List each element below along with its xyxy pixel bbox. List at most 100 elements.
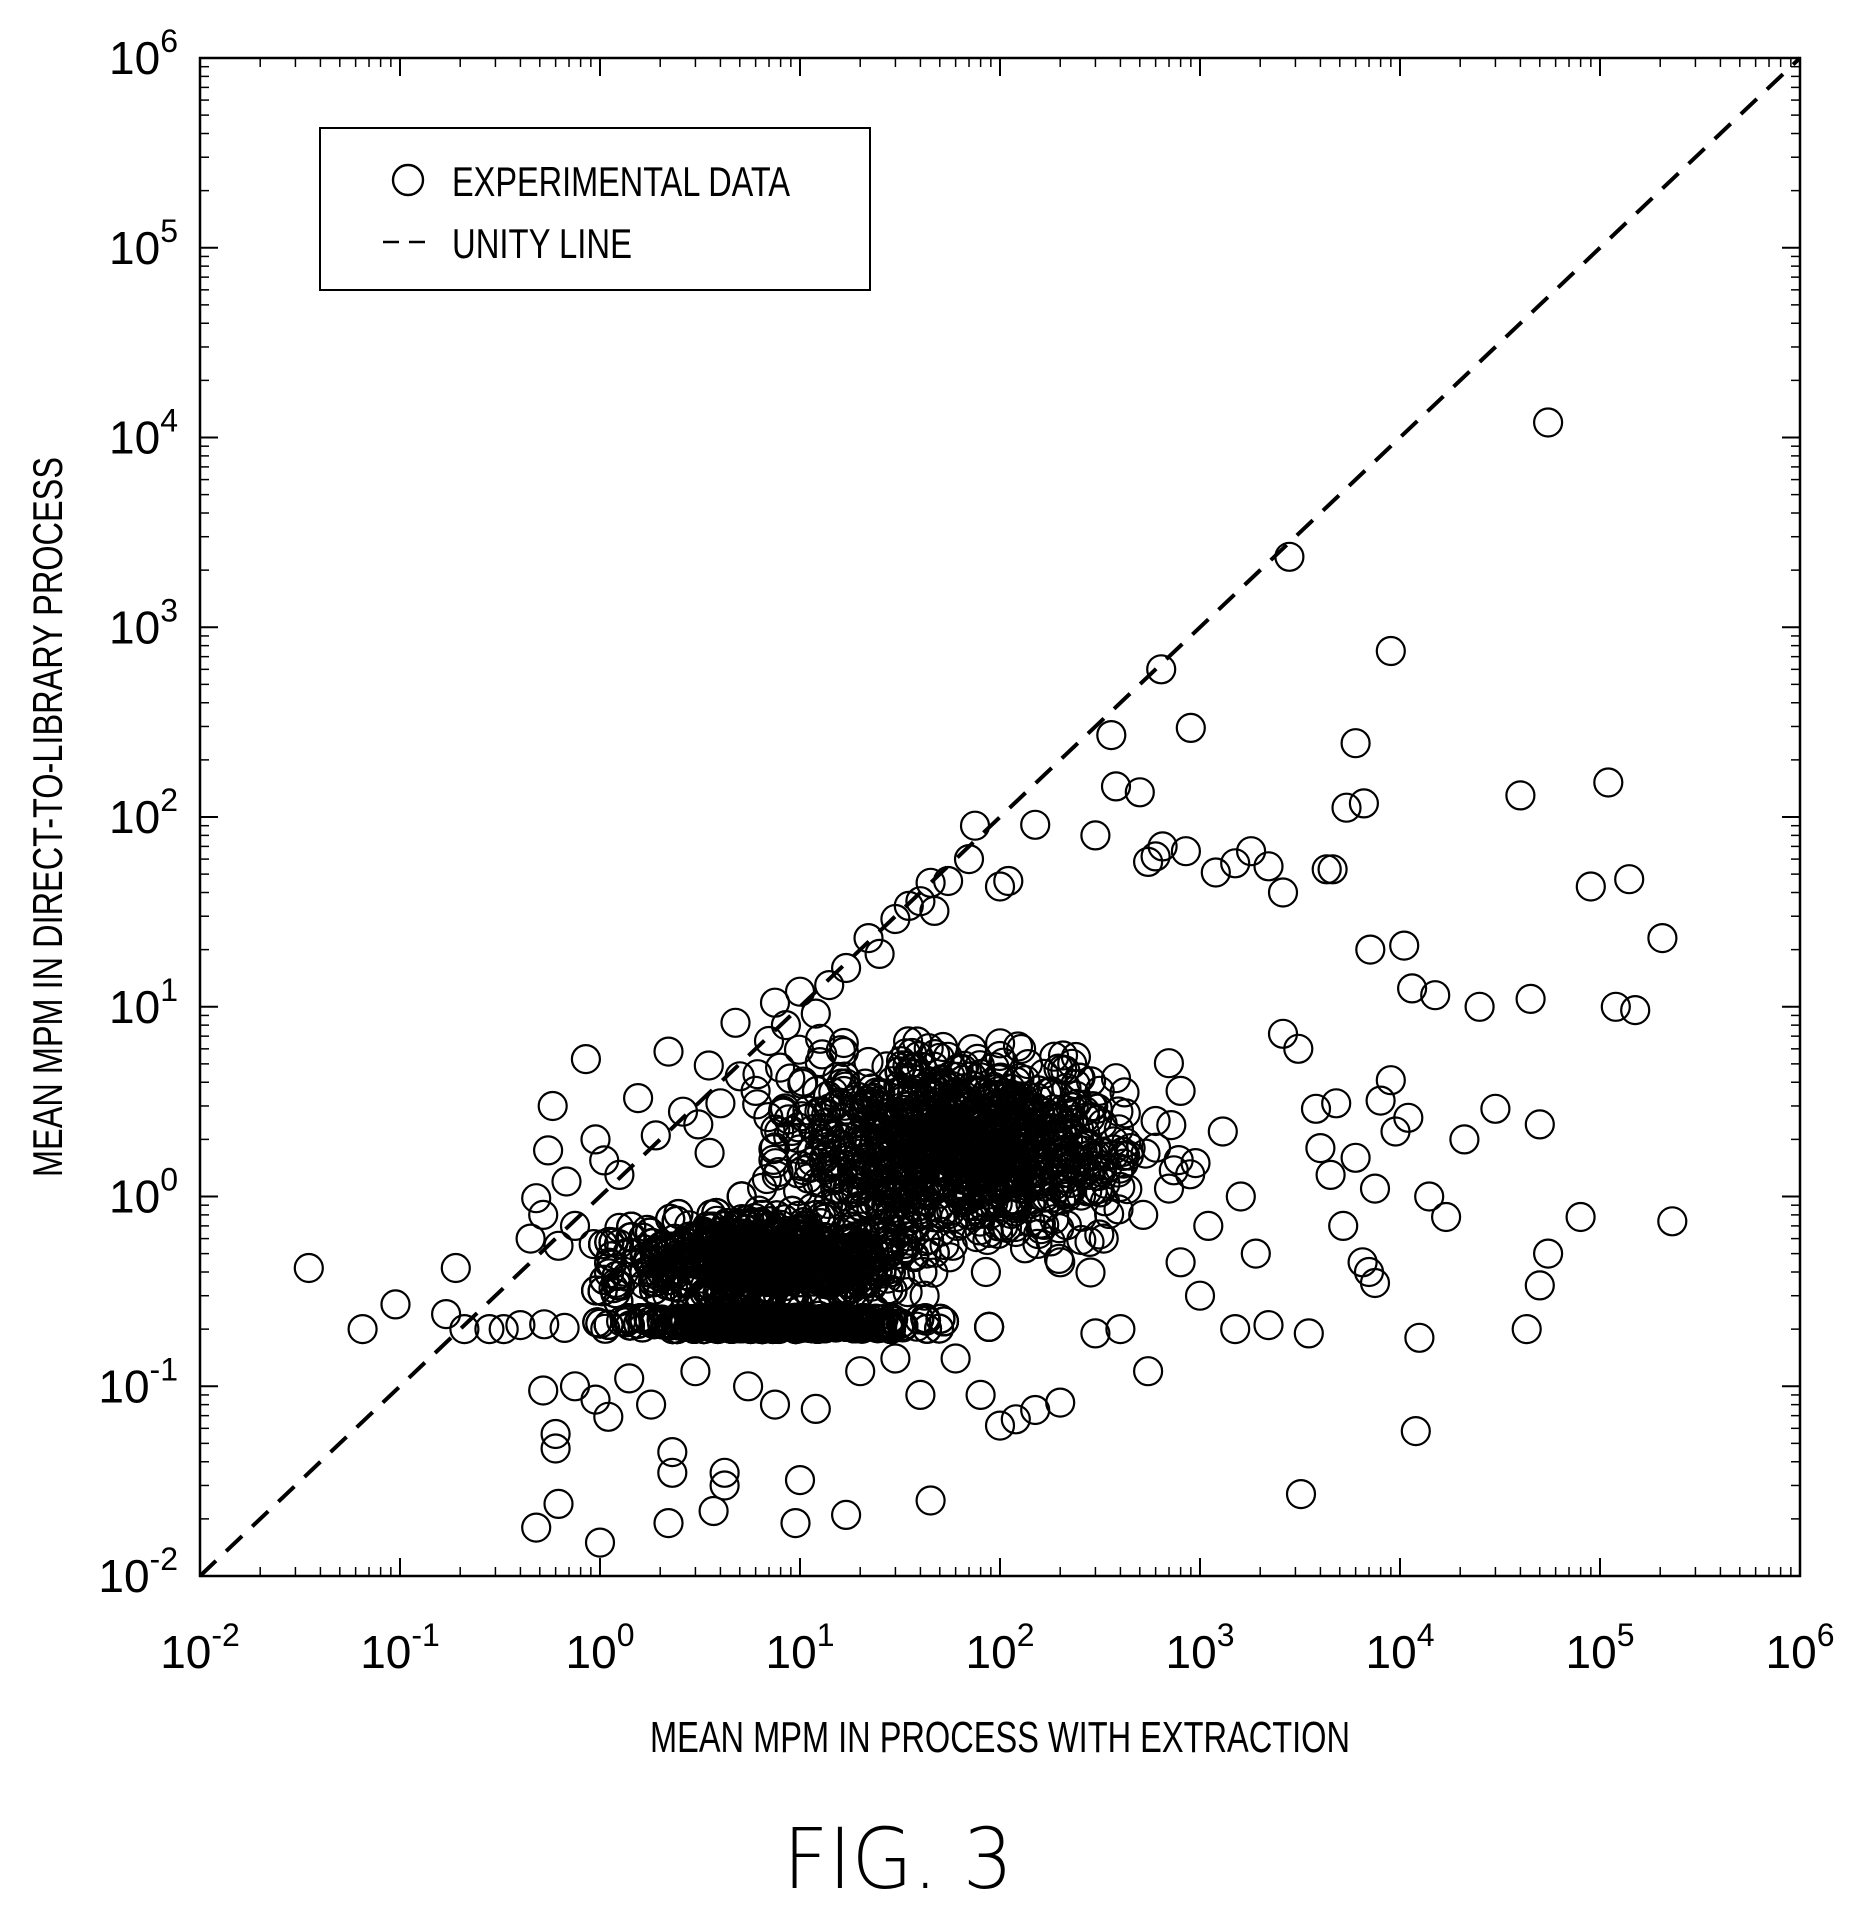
scatter-point (1657, 1206, 1688, 1237)
scatter-cluster-point (1130, 1138, 1161, 1169)
scatter-point (543, 1488, 574, 1520)
x-axis-tick-labels: 10-2 10-1 100 101 102 103 104 105 106 (160, 1617, 1834, 1678)
scatter-point (1340, 1142, 1371, 1173)
scatter-point (680, 1356, 711, 1387)
scatter-point (657, 1457, 688, 1488)
scatter-point (1305, 1132, 1336, 1164)
scatter-point (853, 922, 884, 954)
scatter-cluster-point (675, 1311, 707, 1343)
scatter-point (653, 1036, 684, 1067)
scatter-point (1088, 1223, 1119, 1254)
scatter-cluster-point (835, 1268, 866, 1300)
x-tick-label: 102 (966, 1617, 1035, 1678)
scatter-point (1124, 777, 1155, 808)
figure-caption: FIG. 3 (783, 1810, 1013, 1908)
scatter-point (683, 1109, 714, 1140)
scatter-cluster-point (797, 1253, 828, 1284)
scatter-cluster-point (1025, 1214, 1057, 1245)
scatter-cluster-point (799, 1241, 830, 1273)
scatter-point (1153, 1173, 1185, 1204)
scatter-point (830, 952, 862, 984)
scatter-point (537, 1090, 568, 1122)
scatter-cluster-point (1009, 1233, 1041, 1264)
scatter-cluster-point (927, 1198, 958, 1229)
scatter-cluster-point (616, 1211, 647, 1242)
scatter-cluster-point (1153, 1048, 1185, 1079)
scatter-cluster-point (1103, 1194, 1134, 1225)
scatter-cluster-point (1084, 1219, 1115, 1250)
scatter-point (993, 865, 1024, 897)
scatter-cluster-point (884, 1056, 916, 1087)
scatter-cluster-point (587, 1229, 619, 1260)
scatter-point (1389, 930, 1420, 961)
scatter-point (732, 1267, 764, 1299)
scatter-cluster-point (1047, 1040, 1079, 1071)
scatter-cluster-point (1163, 1144, 1194, 1176)
scatter-point (980, 1137, 1011, 1168)
scatter-point (620, 1247, 651, 1278)
scatter-cluster-point (736, 1225, 767, 1257)
scatter-point (1140, 1105, 1171, 1137)
scatter-point (1464, 991, 1495, 1022)
scatter-point (1311, 854, 1342, 885)
scatter-point (614, 1363, 645, 1394)
scatter-point (1532, 407, 1564, 438)
scatter-cluster-point (995, 1073, 1026, 1104)
legend-label-unity-line: UNITY LINE (452, 220, 632, 267)
y-tick-label: 103 (109, 592, 178, 653)
scatter-point (640, 1120, 671, 1151)
y-axis-title: MEAN MPM IN DIRECT-TO-LIBRARY PROCESS (24, 457, 71, 1177)
y-axis-tick-labels: 10-2 10-1 100 101 102 103 104 105 106 (98, 23, 178, 1602)
scatter-cluster-point (804, 1134, 835, 1165)
y-tick-label: 101 (109, 972, 178, 1033)
scatter-point (1532, 1238, 1564, 1269)
scatter-cluster-point (694, 1137, 725, 1169)
scatter-cluster-point (549, 1312, 580, 1344)
scatter-cluster-point (863, 1169, 895, 1200)
scatter-point (1575, 871, 1606, 902)
scatter-cluster-point (943, 1133, 975, 1165)
scatter-point (1080, 1318, 1111, 1349)
scatter-point (759, 1389, 791, 1420)
scatter-cluster-point (725, 1307, 757, 1339)
scatter-point (1020, 809, 1051, 840)
scatter-cluster-point (1109, 1077, 1140, 1108)
y-tick-label: 102 (109, 782, 178, 843)
scatter-point (1267, 877, 1299, 908)
scatter-point (532, 1135, 564, 1166)
scatter-point (1175, 712, 1206, 744)
scatter-cluster-point (850, 1068, 881, 1099)
scatter-cluster-point (758, 1144, 789, 1176)
scatter-point (515, 1223, 546, 1254)
scatter-cluster-point (961, 1122, 992, 1154)
scatter-cluster-point (890, 1038, 922, 1069)
scatter-cluster-point (829, 1138, 860, 1169)
scatter-cluster-point (904, 1304, 935, 1335)
scatter-point (1355, 934, 1386, 965)
scatter-point (540, 1433, 571, 1464)
scatter-cluster-point (720, 1007, 751, 1038)
scatter-cluster-point (1019, 1133, 1051, 1164)
scatter-point (984, 871, 1016, 902)
scatter-point (528, 1375, 559, 1406)
scatter-point (1165, 1247, 1196, 1278)
scatter-point (521, 1512, 552, 1543)
scatter-cluster-point (929, 1229, 960, 1261)
scatter-cluster-point (984, 1028, 1016, 1059)
scatter-point (984, 1410, 1016, 1441)
scatter-cluster-point (850, 1310, 882, 1341)
scatter-point (1449, 1124, 1480, 1155)
scatter-point (543, 1230, 574, 1261)
scatter-point (1565, 1201, 1596, 1233)
scatter-cluster-point (862, 1313, 893, 1344)
scatter-cluster-point (786, 1101, 817, 1132)
scatter-cluster-point (892, 1276, 923, 1308)
scatter-point (909, 1280, 940, 1311)
scatter-cluster-point (742, 1059, 773, 1090)
scatter-point (1100, 1063, 1132, 1094)
scatter-point (1593, 767, 1624, 798)
scatter-cluster-point (970, 1187, 1002, 1218)
scatter-cluster-point (764, 1303, 795, 1334)
scatter-point (1020, 1394, 1051, 1426)
